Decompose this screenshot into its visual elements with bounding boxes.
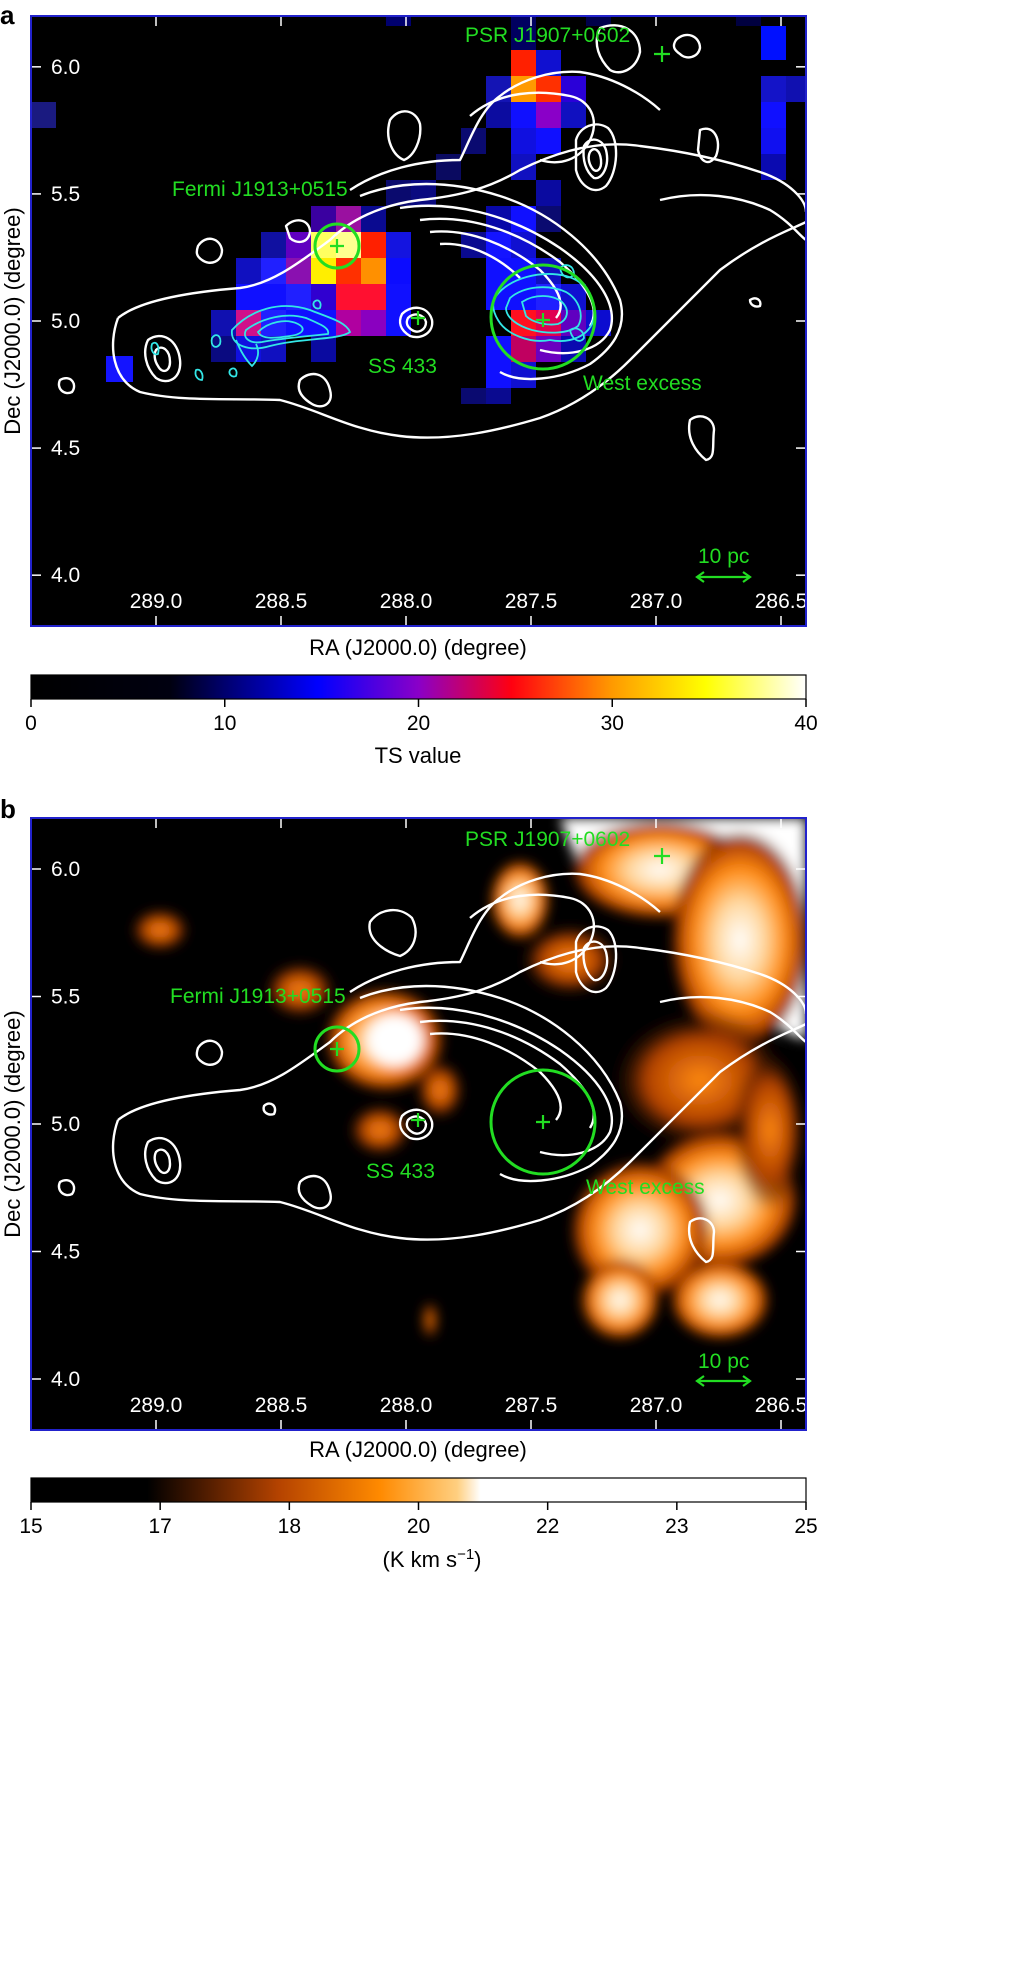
- fermi-j1913-circle: [313, 222, 361, 270]
- panel-b-annotations: PSR J1907+0602 Fermi J1913+0515 SS 433 W…: [170, 828, 752, 1387]
- x-tick-label: 288.5: [255, 590, 308, 613]
- psr-j1907-label-b: PSR J1907+0602: [465, 828, 630, 851]
- colorbar-tick-label: 10: [213, 712, 236, 735]
- panel-b-x-axis-title: RA (J2000.0) (degree): [309, 1437, 527, 1462]
- west-excess-circle-b: [489, 1068, 597, 1176]
- panel-a-y-axis-title: Dec (J2000.0) (degree): [0, 207, 25, 434]
- panel-b-y-axis-title: Dec (J2000.0) (degree): [0, 1010, 25, 1237]
- west-excess-cross-b-icon: [536, 1115, 550, 1129]
- panel-b-colorbar-gradient: [30, 1477, 807, 1503]
- colorbar-tick-label: 20: [407, 1515, 430, 1538]
- white-contours-b: [57, 872, 806, 1264]
- panel-a-colorbar-ticks: 0 10 20 30 40: [25, 699, 818, 735]
- panel-a-x-axis-title: RA (J2000.0) (degree): [309, 635, 527, 660]
- panel-a-plot: PSR J1907+0602 Fermi J1913+0515 SS 433 W…: [30, 15, 808, 627]
- y-tick-label: 5.0: [51, 1113, 80, 1136]
- x-tick-label: 288.0: [380, 590, 433, 613]
- co-emission-map: [130, 818, 806, 1340]
- panel-b-x-tick-labels: 289.0 288.5 288.0 287.5 287.0 286.5: [130, 1394, 808, 1417]
- colorbar-tick-label: 23: [665, 1515, 688, 1538]
- panel-b-ticks: [31, 818, 806, 1430]
- x-tick-label: 287.5: [505, 1394, 558, 1417]
- y-tick-label: 5.5: [51, 986, 80, 1009]
- y-tick-label: 4.5: [51, 1241, 80, 1264]
- panel-a-ticks: [31, 16, 806, 626]
- ss433-label-b: SS 433: [366, 1160, 435, 1183]
- x-tick-label: 289.0: [130, 590, 183, 613]
- panel-b-colorbar-label: (K km s−1): [383, 1546, 482, 1572]
- psr-j1907-cross-b-icon: [654, 848, 670, 864]
- y-tick-label: 5.0: [51, 310, 80, 333]
- y-tick-label: 5.5: [51, 183, 80, 206]
- panel-a-annotations: PSR J1907+0602 Fermi J1913+0515 SS 433 W…: [172, 24, 752, 583]
- west-excess-circle: [489, 263, 597, 371]
- x-tick-label: 287.0: [630, 590, 683, 613]
- colorbar-tick-label: 30: [601, 712, 624, 735]
- x-tick-label: 286.5: [755, 1394, 808, 1417]
- y-tick-label: 6.0: [51, 858, 80, 881]
- colorbar-tick-label: 25: [794, 1515, 817, 1538]
- white-contours: [57, 24, 806, 462]
- panel-a-y-tick-labels: 4.0 4.5 5.0 5.5 6.0: [51, 56, 80, 587]
- x-tick-label: 287.5: [505, 590, 558, 613]
- y-tick-label: 4.5: [51, 437, 80, 460]
- y-tick-label: 4.0: [51, 564, 80, 587]
- panel-b-letter: b: [0, 794, 16, 824]
- x-tick-label: 287.0: [630, 1394, 683, 1417]
- scale-bar-arrow-b-icon: [695, 1375, 752, 1387]
- y-tick-label: 6.0: [51, 56, 80, 79]
- scale-bar-arrow-icon: [695, 571, 752, 583]
- fermi-j1913-label-b: Fermi J1913+0515: [170, 985, 346, 1008]
- panel-a-letter: a: [0, 0, 15, 30]
- x-tick-label: 288.5: [255, 1394, 308, 1417]
- colorbar-tick-label: 20: [407, 712, 430, 735]
- panel-b-frame: [30, 817, 807, 1431]
- psr-j1907-cross-icon: [654, 46, 670, 62]
- x-tick-label: 289.0: [130, 1394, 183, 1417]
- colorbar-tick-label: 22: [536, 1515, 559, 1538]
- panel-a-colorbar-gradient: [30, 674, 807, 700]
- scale-bar-label: 10 pc: [698, 545, 749, 568]
- west-excess-label-b: West excess: [586, 1176, 705, 1199]
- west-excess-cross-icon: [536, 313, 550, 327]
- colorbar-tick-label: 0: [25, 712, 37, 735]
- west-excess-label: West excess: [583, 372, 702, 395]
- fermi-j1913-cross-icon: [330, 239, 344, 253]
- psr-j1907-label: PSR J1907+0602: [465, 24, 630, 47]
- panel-b-colorbar-ticks: 15 17 18 20 22 23 25: [19, 1502, 818, 1538]
- y-tick-label: 4.0: [51, 1368, 80, 1391]
- fermi-j1913-cross-b-icon: [330, 1042, 344, 1056]
- colorbar-tick-label: 18: [278, 1515, 301, 1538]
- panel-a-frame: [30, 15, 807, 627]
- ss433-cross-b-icon: [411, 1113, 425, 1127]
- panel-a-colorbar-label: TS value: [375, 743, 462, 768]
- ss433-label: SS 433: [368, 355, 437, 378]
- panel-b-colorbar: 15 17 18 20 22 23 25 (K km s−1): [19, 1477, 818, 1572]
- scale-bar-label-b: 10 pc: [698, 1350, 749, 1373]
- panel-b-y-tick-labels: 4.0 4.5 5.0 5.5 6.0: [51, 858, 80, 1391]
- x-tick-label: 288.0: [380, 1394, 433, 1417]
- x-tick-label: 286.5: [755, 590, 808, 613]
- ss433-cross-icon: [411, 311, 425, 325]
- colorbar-tick-label: 17: [148, 1515, 171, 1538]
- panel-a-colorbar: 0 10 20 30 40 TS value: [25, 674, 818, 768]
- fermi-j1913-circle-b: [313, 1025, 361, 1073]
- colorbar-tick-label: 15: [19, 1515, 42, 1538]
- colorbar-tick-label: 40: [794, 712, 817, 735]
- panel-b-plot: PSR J1907+0602 Fermi J1913+0515 SS 433 W…: [30, 817, 808, 1431]
- panel-a-x-tick-labels: 289.0 288.5 288.0 287.5 287.0 286.5: [130, 590, 808, 613]
- fermi-j1913-label: Fermi J1913+0515: [172, 178, 348, 201]
